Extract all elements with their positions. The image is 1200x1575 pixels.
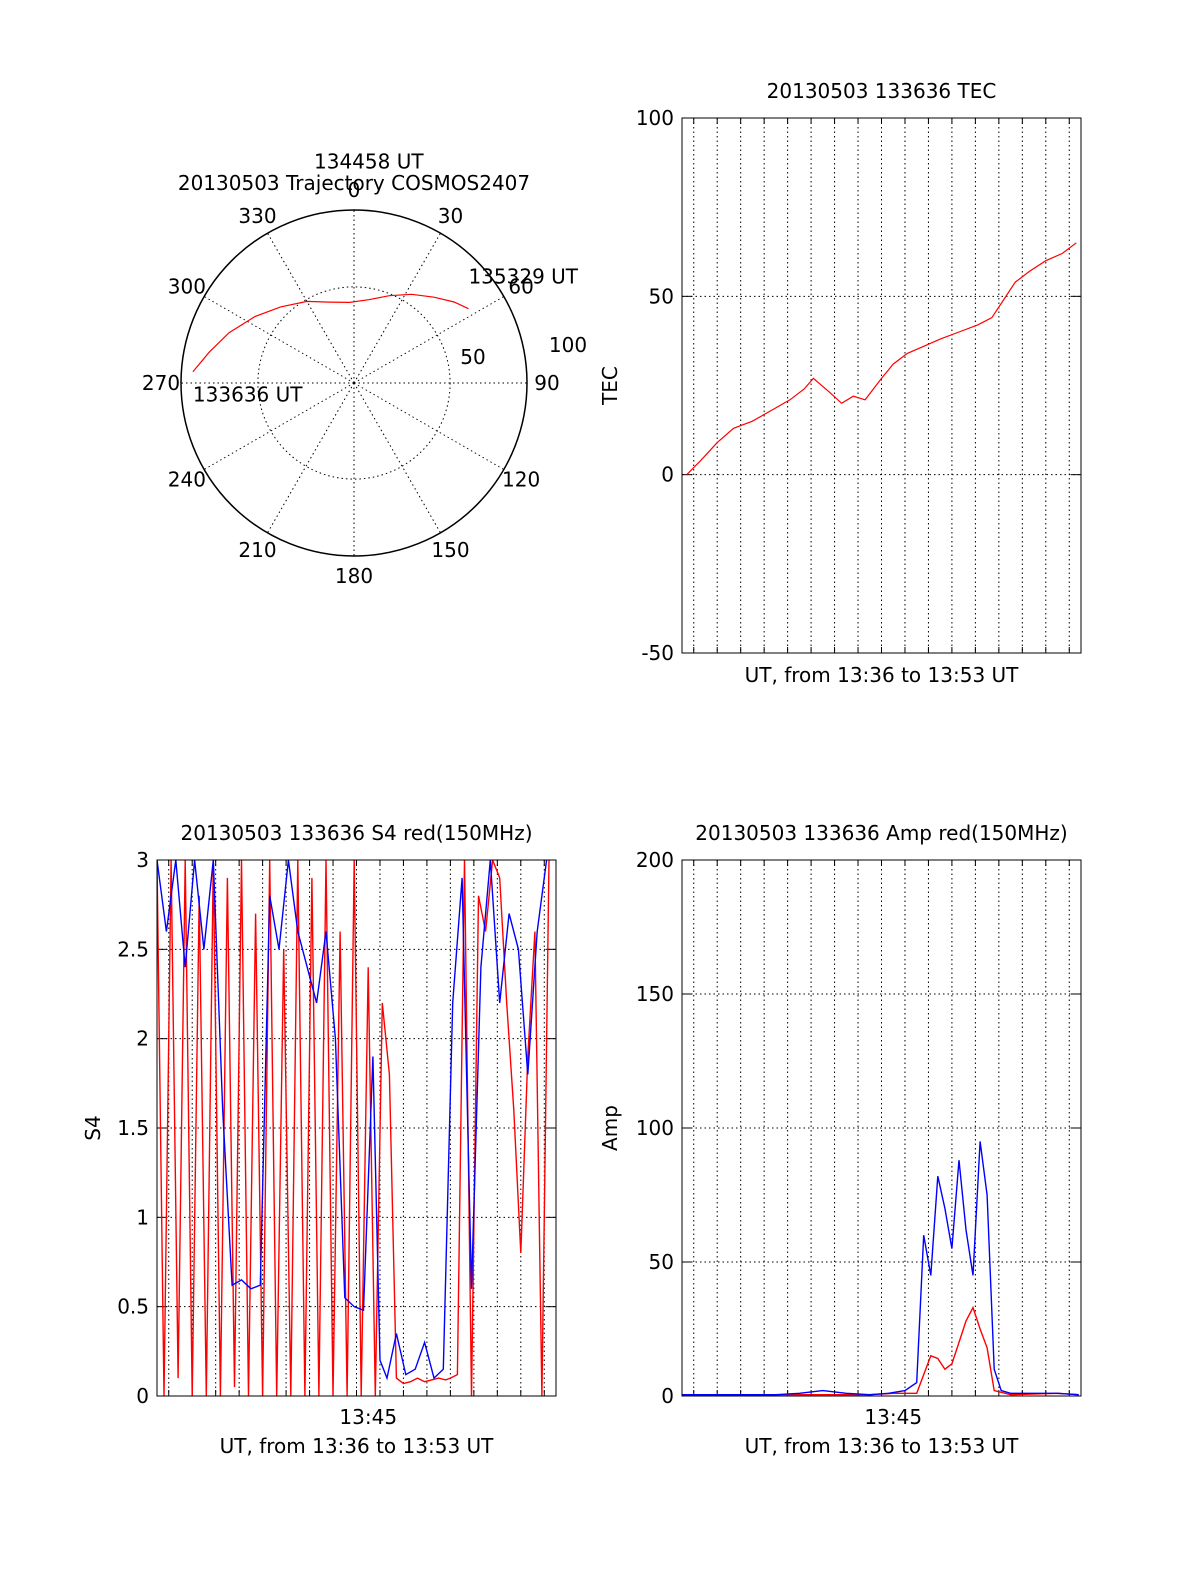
plot-frame [681, 859, 1082, 1397]
polar-spoke [353, 382, 441, 534]
polar-azimuth-label: 240 [168, 468, 206, 492]
y-tick-label: -50 [641, 641, 674, 665]
x-tick-label: 13:45 [864, 1405, 922, 1429]
polar-azimuth-label: 180 [335, 564, 373, 588]
polar-azimuth-label: 90 [534, 371, 559, 395]
polar-outer-ring [180, 209, 528, 557]
y-tick-label: 0 [136, 1384, 149, 1408]
polar-ring-50 [257, 286, 451, 480]
polar-spoke [267, 232, 355, 384]
polar-title: 20130503 Trajectory COSMOS2407 [178, 171, 530, 195]
polar-time-annotation: 134458 UT [314, 149, 424, 173]
polar-azimuth-label: 0 [348, 178, 361, 202]
plot-title: 20130503 133636 Amp red(150MHz) [695, 821, 1067, 845]
polar-azimuth-label: 210 [238, 538, 276, 562]
s4-plot: 0 0.5 1 1.5 2 2.5 3 13:45 20130503 133636 S4 red… [81, 821, 557, 1458]
polar-radial-label: 100 [549, 333, 587, 357]
y-tick-label: 2.5 [117, 937, 149, 961]
polar-radial-label: 50 [460, 345, 485, 369]
y-tick-label: 1.5 [117, 1116, 149, 1140]
polar-azimuth-label: 150 [431, 538, 469, 562]
y-tick-label: 0 [661, 1384, 674, 1408]
polar-azimuth-label: 270 [142, 371, 180, 395]
y-tick-label: 50 [649, 1250, 674, 1274]
polar-azimuth-label: 120 [502, 468, 540, 492]
y-tick-label: 200 [636, 848, 674, 872]
y-tick-label: 100 [636, 1116, 674, 1140]
x-tick-label: 13:45 [339, 1405, 397, 1429]
y-tick-label: 100 [636, 106, 674, 130]
series-line [157, 860, 548, 1381]
polar-azimuth-label: 60 [508, 275, 533, 299]
y-tick-label: 3 [136, 848, 149, 872]
x-axis-label: UT, from 13:36 to 13:53 UT [220, 1434, 495, 1458]
y-tick-label: 1 [136, 1205, 149, 1229]
y-tick-label: 50 [649, 284, 674, 308]
polar-spoke [353, 232, 441, 384]
polar-time-annotation: 133636 UT [193, 383, 303, 407]
y-axis-label: Amp [598, 1105, 622, 1151]
polar-spoke [353, 382, 505, 470]
y-tick-label: 0 [661, 463, 674, 487]
x-axis-label: UT, from 13:36 to 13:53 UT [745, 1434, 1020, 1458]
y-axis-label: S4 [81, 1115, 105, 1140]
polar-spoke [203, 296, 355, 384]
polar-azimuth-label: 30 [438, 204, 463, 228]
plot-title: 20130503 133636 TEC [767, 79, 997, 103]
series-line [686, 242, 1077, 476]
tec-plot: -50 0 50 100 20130503 133636 TEC UT, from 13:… [598, 79, 1082, 687]
plot-frame [156, 859, 557, 1397]
series-line [682, 1305, 1079, 1396]
series-line [682, 1141, 1079, 1396]
polar-spoke [267, 382, 355, 534]
polar-spoke [353, 296, 505, 384]
amp-plot: 0 50 100 150 200 13:45 20130503 133636 Amp red… [598, 821, 1082, 1458]
y-axis-label: TEC [598, 366, 622, 406]
polar-time-annotation: 135329 UT [468, 265, 578, 289]
x-axis-label: UT, from 13:36 to 13:53 UT [745, 663, 1020, 687]
plot-frame [681, 117, 1082, 654]
y-tick-label: 2 [136, 1027, 149, 1051]
polar-spoke [203, 382, 355, 470]
series-line [157, 860, 550, 1396]
plot-title: 20130503 133636 S4 red(150MHz) [181, 821, 533, 845]
y-tick-label: 150 [636, 982, 674, 1006]
polar-azimuth-label: 330 [238, 204, 276, 228]
y-tick-label: 0.5 [117, 1295, 149, 1319]
polar-trajectory-line [192, 293, 469, 373]
polar-azimuth-label: 300 [168, 275, 206, 299]
